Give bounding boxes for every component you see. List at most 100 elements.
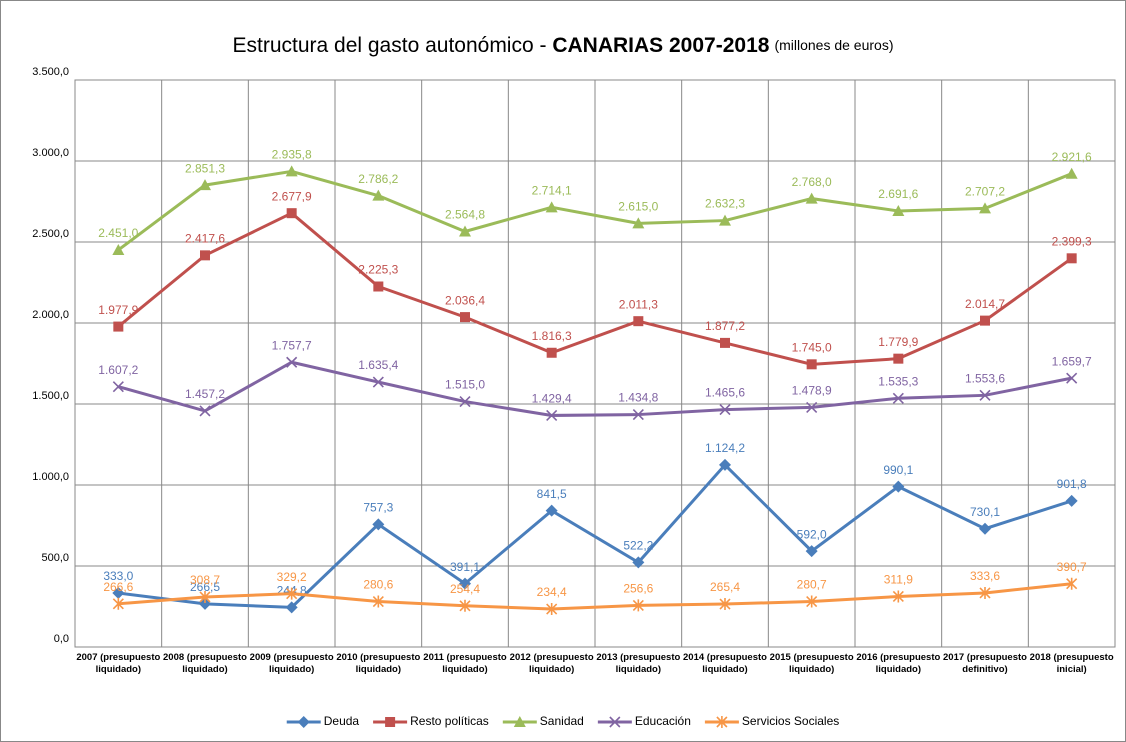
y-tick-label: 1.500,0	[32, 390, 69, 402]
y-tick-label: 3.500,0	[32, 66, 69, 78]
marker	[546, 603, 558, 616]
marker	[460, 312, 470, 323]
marker	[200, 250, 210, 261]
marker	[112, 597, 124, 610]
data-label: 2.632,3	[705, 197, 745, 211]
series-line	[118, 462, 1073, 609]
data-label: 1.535,3	[878, 374, 918, 388]
legend-label: Deuda	[324, 714, 360, 728]
marker	[545, 504, 558, 517]
marker	[979, 389, 991, 401]
data-label: 2.417,6	[185, 232, 225, 246]
data-label: 280,7	[797, 578, 827, 592]
marker	[806, 595, 818, 608]
x-tick-label: 2008 (presupuesto liquidado)	[163, 652, 247, 675]
data-label: 280,6	[363, 578, 393, 592]
marker	[113, 321, 124, 332]
x-tick-label: 2012 (presupuesto liquidado)	[509, 652, 594, 675]
marker	[979, 202, 991, 214]
marker	[459, 396, 471, 408]
data-label: 2.921,6	[1052, 150, 1092, 164]
data-label: 2.014,7	[965, 297, 1005, 311]
marker	[806, 359, 817, 370]
marker	[385, 717, 396, 727]
data-label: 2.615,0	[618, 200, 658, 214]
data-label: 2.691,6	[878, 187, 918, 201]
title-bold: CANARIAS 2007-2018	[552, 34, 769, 57]
data-label: 333,6	[970, 569, 1000, 583]
marker	[892, 204, 905, 216]
marker	[1066, 577, 1078, 590]
marker	[285, 165, 298, 177]
marker	[805, 192, 818, 204]
data-label: 990,1	[883, 463, 913, 477]
marker	[720, 337, 730, 348]
marker	[979, 586, 991, 599]
data-label: 2.036,4	[445, 293, 485, 307]
data-label: 256,6	[623, 582, 653, 596]
marker	[719, 458, 731, 471]
marker	[112, 381, 124, 393]
data-label: 522,2	[623, 539, 653, 553]
data-label: 901,8	[1057, 477, 1087, 491]
x-tick-label: 2013 (presupuesto liquidado)	[596, 652, 681, 675]
legend-label: Sanidad	[540, 714, 584, 728]
data-label: 1.478,9	[792, 384, 832, 398]
data-label: 2.225,3	[358, 263, 398, 277]
data-label: 2.451,0	[98, 226, 138, 240]
marker	[979, 522, 991, 535]
data-label: 390,7	[1057, 560, 1087, 574]
data-label: 234,4	[537, 585, 567, 599]
marker	[297, 716, 310, 728]
data-label: 1.816,3	[532, 329, 572, 343]
data-label: 1.745,0	[792, 340, 832, 354]
marker	[285, 601, 298, 614]
marker	[199, 590, 211, 603]
series-line	[118, 582, 1072, 611]
legend-label: Servicios Sociales	[742, 714, 839, 728]
x-tick-label: 2010 (presupuesto liquidado)	[336, 652, 421, 675]
title-note: (millones de euros)	[774, 37, 893, 53]
data-label: 757,3	[363, 500, 393, 514]
data-label: 2.564,8	[445, 208, 485, 222]
marker	[806, 401, 818, 413]
marker	[719, 404, 731, 416]
data-label: 266,6	[103, 580, 133, 594]
marker	[112, 587, 125, 600]
data-label: 1.659,7	[1052, 354, 1092, 368]
series-line	[117, 211, 1073, 366]
marker	[372, 595, 384, 608]
marker	[546, 409, 558, 422]
data-label: 841,5	[537, 487, 567, 501]
y-tick-label: 500,0	[41, 552, 69, 564]
x-tick-label: 2016 (presupuesto liquidado)	[856, 652, 941, 675]
marker	[892, 392, 904, 404]
x-tick-label: 2015 (presupuesto liquidado)	[769, 652, 854, 675]
marker	[199, 405, 211, 417]
marker	[513, 716, 526, 727]
y-tick-label: 2.000,0	[32, 309, 69, 321]
marker	[632, 217, 645, 229]
marker	[286, 356, 298, 368]
data-label: 329,2	[277, 570, 307, 584]
marker	[893, 353, 904, 364]
x-tick-label: 2017 (presupuesto definitivo)	[943, 652, 1027, 675]
data-label: 2.935,8	[272, 148, 312, 162]
chart-title: Estructura del gasto autonómico - CANARI…	[232, 34, 893, 57]
data-label: 2.768,0	[792, 175, 832, 189]
x-tick-label: 2018 (presupuesto inicial)	[1029, 652, 1114, 675]
data-label: 254,4	[450, 582, 480, 596]
data-label: 1.877,2	[705, 319, 745, 333]
marker	[459, 577, 471, 590]
marker	[546, 347, 557, 358]
data-label: 1.757,7	[272, 338, 312, 352]
marker	[459, 225, 471, 237]
data-label: 1.434,8	[618, 391, 658, 405]
data-label: 2.786,2	[358, 172, 398, 186]
marker	[805, 545, 818, 558]
title-text: Estructura del gasto autonómico -	[232, 34, 552, 57]
legend-label: Educación	[635, 714, 691, 728]
marker	[892, 480, 905, 493]
data-label: 311,9	[884, 573, 913, 587]
